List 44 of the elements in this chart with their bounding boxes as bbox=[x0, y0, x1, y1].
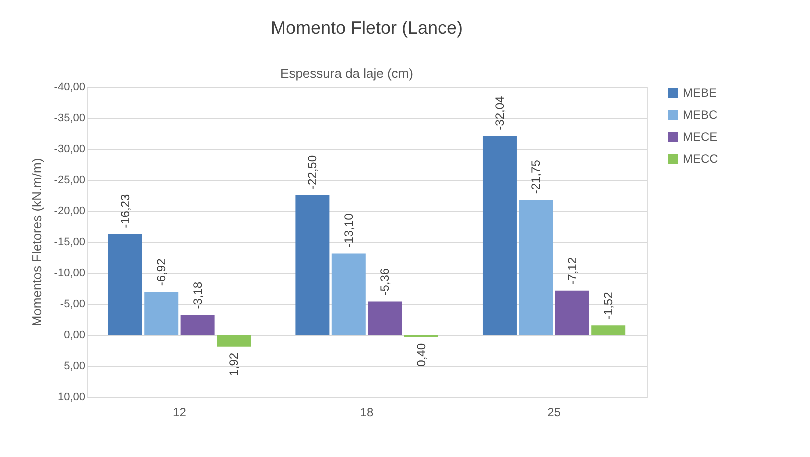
x-tick-label: 12 bbox=[173, 406, 187, 420]
legend-label: MECE bbox=[683, 130, 718, 144]
bar bbox=[368, 302, 402, 335]
y-tick-label: -15,00 bbox=[54, 236, 86, 248]
bar bbox=[555, 290, 590, 335]
y-tick-label: -20,00 bbox=[54, 206, 86, 218]
y-tick-label: 10,00 bbox=[58, 392, 86, 404]
data-label: 0,40 bbox=[414, 343, 428, 367]
bar bbox=[519, 200, 554, 335]
bar bbox=[108, 234, 142, 335]
y-tick-label: -5,00 bbox=[60, 298, 86, 310]
y-tick-label: -35,00 bbox=[54, 112, 86, 124]
y-tick-label: 0,00 bbox=[64, 330, 86, 342]
legend-label: MECC bbox=[683, 152, 719, 166]
data-label: -22,50 bbox=[306, 155, 320, 190]
legend-label: MEBC bbox=[683, 108, 718, 122]
y-tick-label: 5,00 bbox=[64, 360, 86, 372]
data-label: -21,75 bbox=[529, 160, 544, 194]
y-tick-label: -30,00 bbox=[54, 144, 86, 156]
bar bbox=[180, 315, 215, 335]
data-label: -16,23 bbox=[118, 194, 132, 228]
bar bbox=[296, 196, 330, 335]
y-tick-label: -10,00 bbox=[54, 268, 86, 280]
legend-label: MEBE bbox=[683, 86, 718, 100]
data-label: -13,10 bbox=[342, 213, 356, 248]
y-tick-label: -40,00 bbox=[54, 82, 86, 94]
chart-title: Momento Fletor (Lance) bbox=[270, 18, 464, 38]
data-label: -32,04 bbox=[492, 96, 507, 130]
data-label: -1,52 bbox=[602, 292, 616, 320]
y-tick-label: -25,00 bbox=[54, 174, 86, 186]
data-label: -3,18 bbox=[190, 282, 205, 310]
data-label: 1,92 bbox=[227, 352, 242, 376]
bar bbox=[217, 335, 252, 347]
bar bbox=[144, 292, 179, 335]
y-axis-title: Momentos Fletores (kN.m/m) bbox=[29, 158, 44, 327]
bar bbox=[592, 326, 626, 335]
x-tick-label: 18 bbox=[360, 406, 374, 420]
data-label: -7,12 bbox=[565, 257, 580, 285]
data-label: -6,92 bbox=[154, 258, 169, 286]
x-axis-title: Espessura da laje (cm) bbox=[280, 66, 414, 81]
data-label: -5,36 bbox=[378, 268, 392, 296]
x-tick-label: 25 bbox=[548, 406, 562, 420]
bar bbox=[482, 136, 517, 335]
bar bbox=[332, 254, 366, 335]
